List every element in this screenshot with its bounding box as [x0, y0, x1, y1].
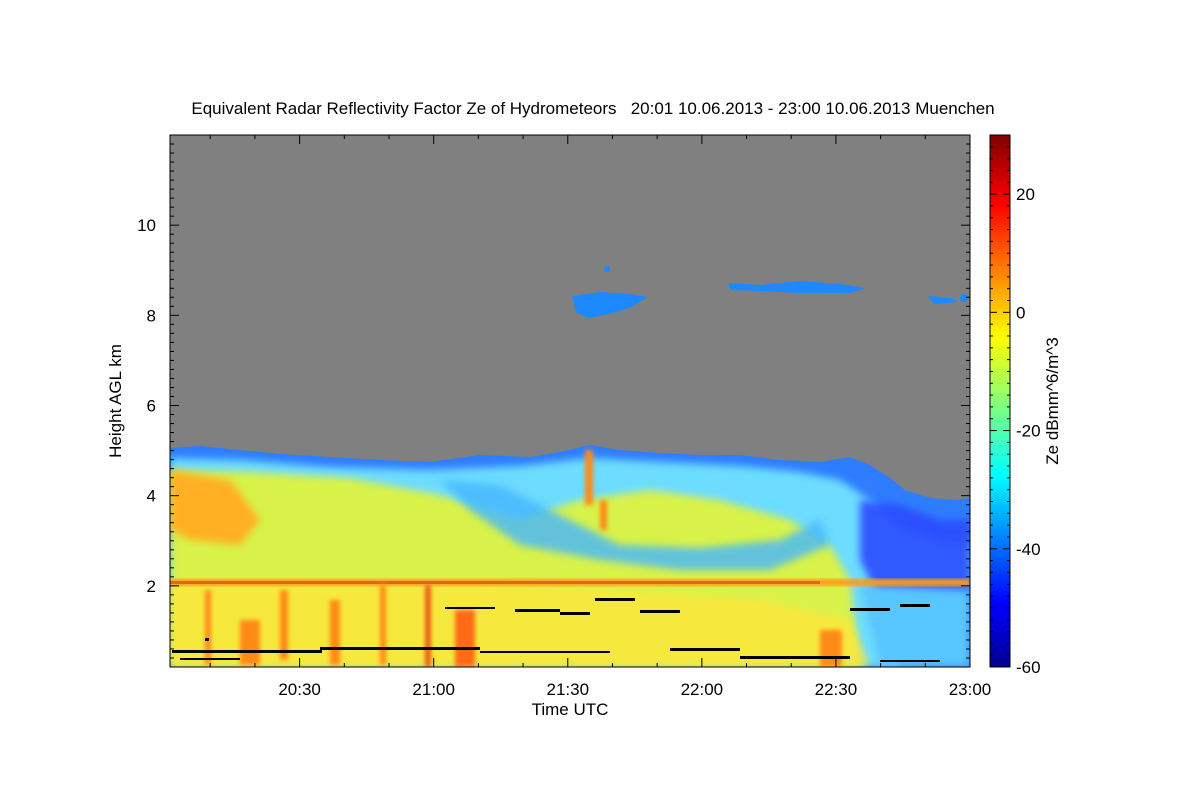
colorbar-tick-label: -40 [1016, 540, 1041, 559]
cloud-base-detection-dots [172, 598, 940, 662]
colorbar: 20 0 -20 -40 -60 Ze dBmm^6/m^3 [989, 134, 1062, 677]
colorbar-tick-label: 20 [1016, 185, 1035, 204]
colorbar-tick-label: -60 [1016, 658, 1041, 677]
upper-cirrus-patches [572, 266, 968, 318]
y-tick-label: 2 [147, 577, 156, 596]
lower-right-cyan-transition [860, 585, 970, 667]
x-tick-label: 22:00 [681, 680, 724, 699]
melting-layer-band [170, 579, 970, 586]
y-tick-label: 8 [147, 306, 156, 325]
axis-tick-labels: 20:30 21:00 21:30 22:00 22:30 23:00 2 4 6 8 10 [137, 216, 991, 699]
colorbar-label: Ze dBmm^6/m^3 [1043, 337, 1062, 464]
lower-boundary-layer-yellow [170, 585, 870, 667]
plot-frame [169, 134, 971, 668]
y-tick-label: 10 [137, 216, 156, 235]
x-tick-label: 21:00 [412, 680, 455, 699]
colorbar-frame [989, 134, 1011, 668]
x-axis-label: Time UTC [532, 700, 609, 719]
colorbar-gradient [990, 135, 1010, 667]
colorbar-ticks: 20 0 -20 -40 -60 [990, 134, 1041, 677]
y-axis-label: Height AGL km [106, 344, 125, 458]
plot-area [170, 135, 970, 667]
x-tick-label: 21:30 [546, 680, 589, 699]
colorbar-tick-label: 0 [1016, 303, 1025, 322]
y-tick-label: 4 [147, 487, 156, 506]
y-tick-label: 6 [147, 397, 156, 416]
embedded-blue-pocket [440, 480, 830, 570]
colorbar-tick-label: -20 [1016, 422, 1041, 441]
lower-left-orange-region [170, 470, 260, 545]
axis-tick-marks [170, 135, 971, 667]
x-tick-label: 23:00 [949, 680, 992, 699]
chart-title: Equivalent Radar Reflectivity Factor Ze … [191, 99, 994, 118]
x-tick-label: 20:30 [278, 680, 321, 699]
x-tick-label: 22:30 [815, 680, 858, 699]
